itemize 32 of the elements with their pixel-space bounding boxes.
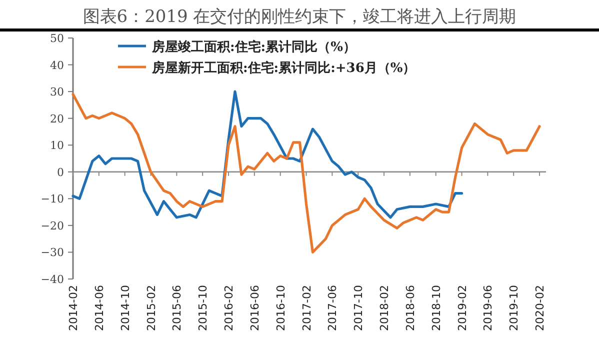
x-tick-label: 2016-10 bbox=[274, 285, 288, 331]
x-tick-label: 2020-02 bbox=[534, 285, 547, 331]
y-tick-label: −30 bbox=[40, 246, 64, 260]
y-tick-label: 10 bbox=[50, 139, 64, 152]
y-tick-label: 0 bbox=[57, 166, 64, 179]
x-tick-label: 2017-06 bbox=[326, 285, 340, 331]
x-tick-label: 2018-06 bbox=[404, 285, 417, 331]
x-tick-label: 2015-02 bbox=[144, 285, 158, 331]
x-tick-label: 2019-06 bbox=[482, 285, 495, 331]
x-tick-label: 2019-02 bbox=[456, 285, 469, 331]
x-tick-label: 2016-02 bbox=[222, 285, 236, 331]
chart-title: 图表6：2019 在交付的刚性约束下，竣工将进入上行周期 bbox=[82, 7, 516, 27]
y-tick-label: 30 bbox=[50, 86, 64, 99]
legend-label: 房屋新开工面积:住宅:累计同比:+36月（%） bbox=[151, 60, 416, 76]
x-tick-label: 2014-06 bbox=[92, 285, 106, 331]
y-tick-label: 50 bbox=[50, 32, 64, 45]
legend-label: 房屋竣工面积:住宅:累计同比（%） bbox=[151, 39, 356, 55]
x-tick-label: 2015-10 bbox=[196, 285, 210, 331]
x-tick-label: 2018-10 bbox=[430, 285, 443, 331]
y-tick-label: 20 bbox=[50, 112, 64, 126]
y-tick-label: −20 bbox=[40, 219, 64, 232]
x-tick-label: 2014-02 bbox=[67, 285, 80, 331]
x-tick-label: 2018-02 bbox=[378, 285, 392, 331]
x-tick-label: 2017-02 bbox=[300, 285, 314, 331]
x-tick-label: 2019-10 bbox=[508, 285, 521, 331]
x-tick-label: 2015-06 bbox=[170, 285, 184, 331]
x-tick-label: 2014-10 bbox=[118, 285, 132, 331]
y-tick-label: −10 bbox=[40, 192, 64, 206]
x-tick-label: 2017-10 bbox=[352, 285, 366, 331]
x-tick-label: 2016-06 bbox=[248, 285, 262, 331]
y-tick-label: −40 bbox=[40, 273, 64, 286]
y-tick-label: 40 bbox=[50, 58, 64, 72]
